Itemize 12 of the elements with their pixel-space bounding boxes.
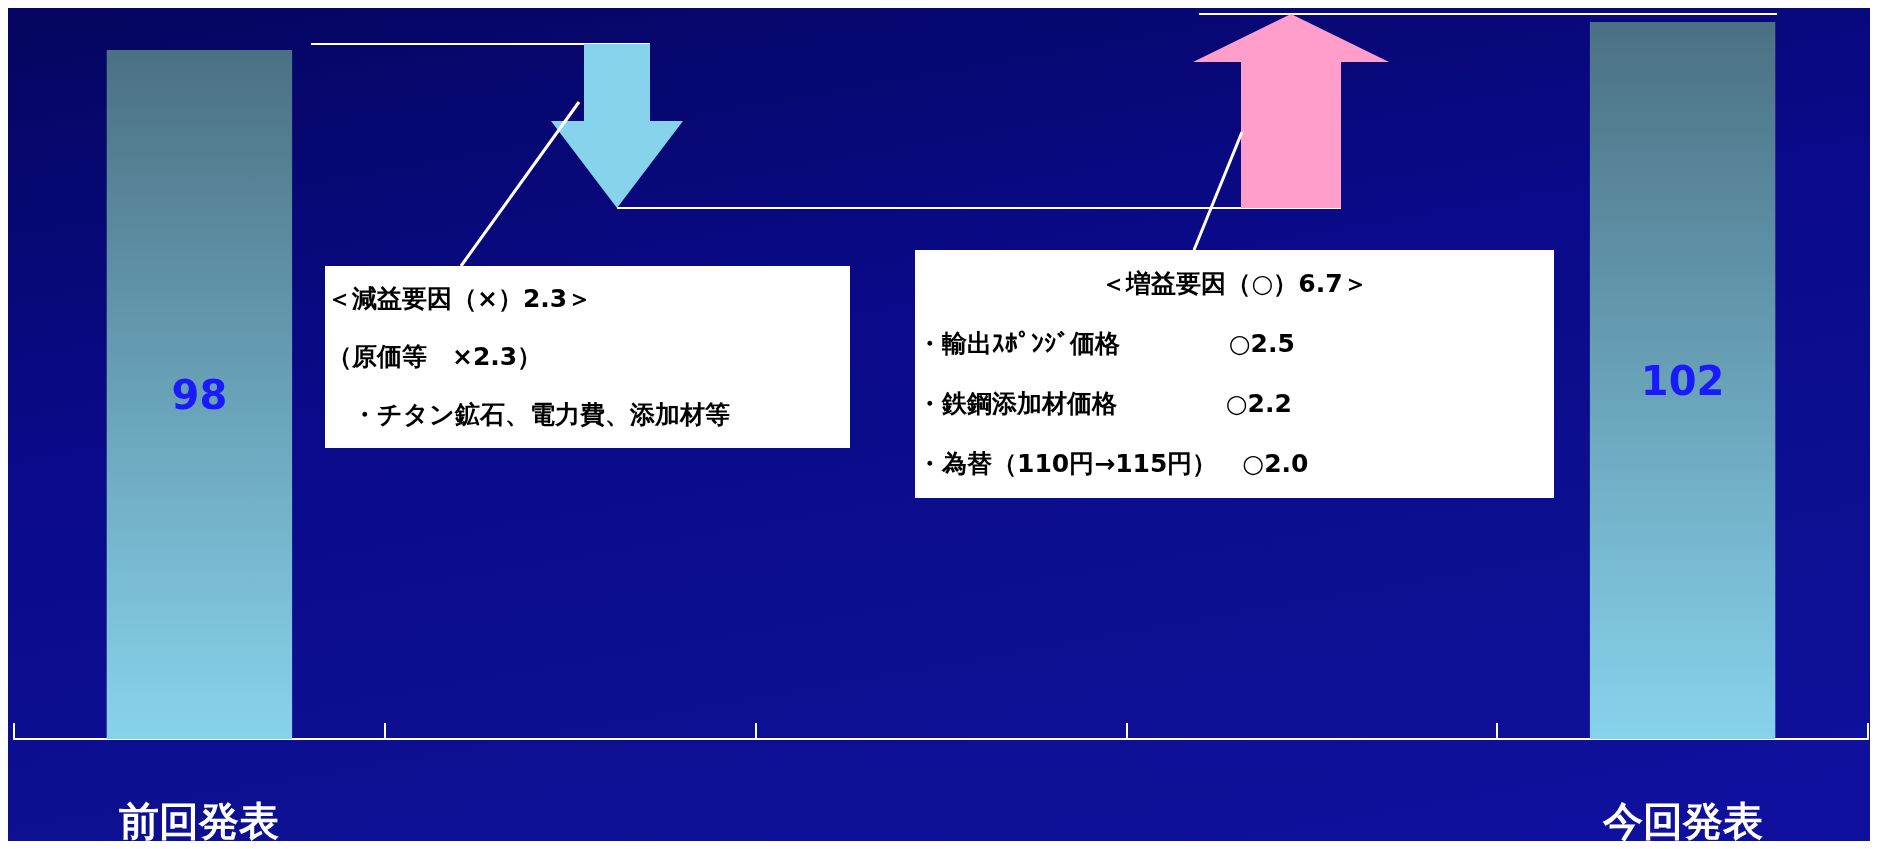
data-label: 102 <box>1640 357 1725 404</box>
note-card: ＜減益要因（×）2.3＞ （原価等 ×2.3） ・チタン鉱石、電力費、添加材等 <box>325 266 850 448</box>
annotation: （原価等 ×2.3） <box>327 341 544 373</box>
annotation: ＜増益要因（○）6.7＞ <box>1100 268 1369 300</box>
annotation: ・為替（110円→115円） ○2.0 <box>917 448 1310 480</box>
x-tick-label: 今回発表 <box>1601 798 1763 844</box>
annotation: ・チタン鉱石、電力費、添加材等 <box>351 399 731 431</box>
annotation: ＜減益要因（×）2.3＞ <box>327 283 594 315</box>
x-tick-label: 前回発表 <box>119 798 280 844</box>
annotation: ・鉄鋼添加材価格 ○2.2 <box>917 388 1293 420</box>
data-label: 98 <box>171 371 228 418</box>
annotation: ・輸出ｽﾎﾟﾝｼﾞ価格 ○2.5 <box>917 328 1296 360</box>
